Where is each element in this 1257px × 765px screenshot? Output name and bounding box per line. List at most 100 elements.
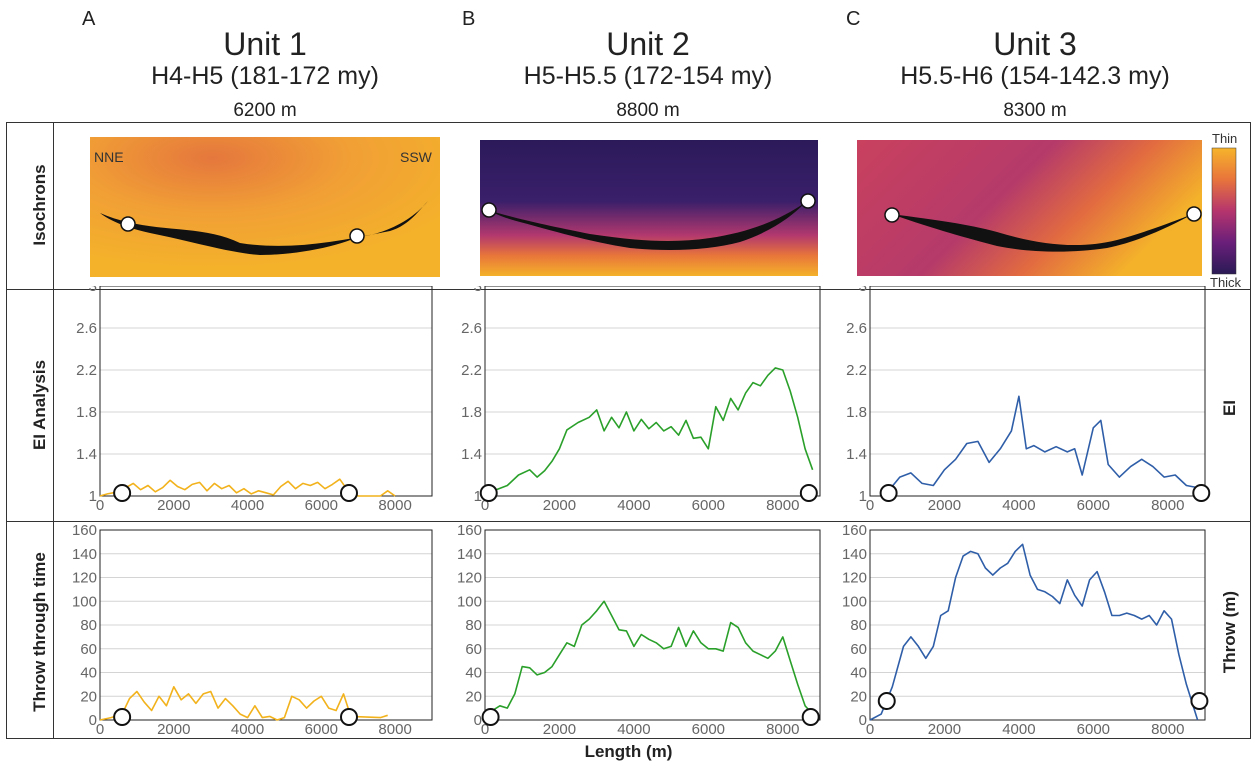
y-tick-label: 140: [72, 546, 97, 563]
isochron-map-c: [857, 140, 1202, 276]
row-label-throw: Throw through time: [30, 552, 49, 712]
y-tick-label: 140: [842, 546, 867, 563]
x-tick-label: 0: [481, 721, 489, 738]
x-tick-label: 6000: [305, 721, 338, 738]
plot-frame: [484, 286, 821, 497]
y-tick-label: 120: [842, 570, 867, 587]
series-line: [484, 367, 814, 492]
y-tick-label: 2.6: [846, 320, 867, 337]
plot-frame: [869, 286, 1206, 497]
plot-frame: [484, 529, 821, 721]
tip-marker: [481, 708, 500, 726]
isochron-map-a: NNE SSW: [90, 137, 440, 277]
x-tick-label: 0: [866, 721, 874, 738]
y-tick-label: 0: [859, 712, 867, 729]
y-tick-label: 80: [80, 617, 97, 634]
tip-marker: [340, 708, 358, 726]
x-tick-label: 6000: [1077, 721, 1110, 738]
x-tick-label: 2000: [928, 721, 961, 738]
y-tick-label: 20: [850, 688, 867, 705]
y-tick-label: 40: [80, 665, 97, 682]
tip-marker: [879, 484, 898, 502]
y-tick-label: 100: [842, 593, 867, 610]
panel-title-c: Unit 3: [993, 26, 1077, 62]
panel-length-c: 8300 m: [1003, 100, 1067, 121]
y-tick-label: 2.6: [76, 320, 97, 337]
figure-frame: [6, 122, 1251, 739]
series-line: [887, 395, 1198, 492]
panel-interval-a: H4-H5 (181-172 my): [151, 62, 379, 90]
plot-frame: [99, 286, 433, 497]
y-tick-label: 1: [474, 488, 482, 505]
x-tick-label: 0: [96, 497, 104, 511]
row-divider-2: [6, 521, 1251, 522]
y-tick-label: 40: [465, 665, 482, 682]
x-tick-label: 0: [481, 497, 489, 511]
plot-frame: [99, 529, 433, 721]
y-tick-label: 1.8: [76, 404, 97, 421]
x-tick-label: 4000: [1002, 721, 1035, 738]
y-tick-label: 160: [457, 524, 482, 539]
tip-marker: [877, 692, 896, 710]
y-tick-label: 3: [859, 286, 867, 295]
x-tick-label: 2000: [157, 721, 190, 738]
x-tick-label: 8000: [766, 721, 799, 738]
y-tick-label: 1.4: [846, 446, 867, 463]
row-label-isochrons: Isochrons: [30, 164, 49, 246]
y-tick-label: 20: [80, 688, 97, 705]
y-tick-label: 2.2: [461, 362, 482, 379]
y-tick-label: 160: [842, 524, 867, 539]
throw-chart-unit1: 0 20 40 60 80 100 120 140 160 0 2000 4000 6000 8000: [72, 524, 433, 738]
panel-length-a: 6200 m: [233, 100, 297, 121]
y-tick-label: 160: [72, 524, 97, 539]
y-tick-label: 2.6: [461, 320, 482, 337]
series-line: [484, 600, 814, 721]
throw-chart-unit2: 0 20 40 60 80 100 120 140 160 0 2000 4000 6000 8000: [457, 524, 821, 738]
throw-chart-unit3: 0 20 40 60 80 100 120 140 160 0 2000 4000 6000 8000: [842, 524, 1209, 738]
x-tick-label: 8000: [1151, 721, 1184, 738]
colorbar-thick-label: Thick: [1210, 275, 1242, 288]
row-label-ei: EI Analysis: [30, 359, 49, 451]
y-tick-label: 3: [474, 286, 482, 295]
tip-marker: [1192, 484, 1211, 502]
x-axis-label: Length (m): [584, 742, 673, 761]
y-tick-label: 1.8: [461, 404, 482, 421]
x-tick-label: 8000: [378, 721, 411, 738]
y-tick-label: 0: [89, 712, 97, 729]
series-line: [99, 478, 396, 497]
x-tick-label: 0: [96, 721, 104, 738]
x-tick-label: 6000: [1077, 497, 1110, 511]
tip-marker: [113, 484, 132, 502]
x-tick-label: 2000: [543, 721, 576, 738]
colorbar-thin-label: Thin: [1212, 131, 1237, 146]
y-tick-label: 60: [850, 641, 867, 658]
row-divider-1: [6, 289, 1251, 290]
y-tick-label: 40: [850, 665, 867, 682]
plot-frame: [869, 529, 1206, 721]
tip-marker: [479, 484, 498, 502]
x-tick-label: 4000: [617, 721, 650, 738]
x-tick-label: 2000: [543, 497, 576, 511]
ei-chart-unit2: 1 1.4 1.8 2.2 2.6 3 0 2000 4000 6000 8000: [461, 286, 821, 511]
y-tick-label: 60: [465, 641, 482, 658]
ei-chart-unit3: 1 1.4 1.8 2.2 2.6 3 0 2000 4000 6000 8000: [846, 286, 1211, 511]
y-tick-label: 80: [850, 617, 867, 634]
tip-marker: [801, 708, 820, 726]
y-tick-label: 80: [465, 617, 482, 634]
right-label-ei: EI: [1220, 399, 1239, 417]
series-line: [99, 686, 388, 721]
x-tick-label: 4000: [231, 497, 264, 511]
map-label-ssw: SSW: [400, 149, 433, 165]
ei-chart-unit1: 1 1.4 1.8 2.2 2.6 3 0 2000 4000 6000 8000: [76, 286, 433, 511]
x-tick-label: 2000: [157, 497, 190, 511]
y-tick-label: 120: [457, 570, 482, 587]
y-tick-label: 1.4: [461, 446, 482, 463]
y-tick-label: 1: [859, 488, 867, 505]
y-tick-label: 2.2: [846, 362, 867, 379]
panel-letter-a: A: [82, 8, 96, 30]
y-tick-label: 120: [72, 570, 97, 587]
tip-marker: [340, 484, 358, 502]
y-tick-label: 1: [89, 488, 97, 505]
x-tick-label: 6000: [692, 721, 725, 738]
y-tick-label: 100: [457, 593, 482, 610]
